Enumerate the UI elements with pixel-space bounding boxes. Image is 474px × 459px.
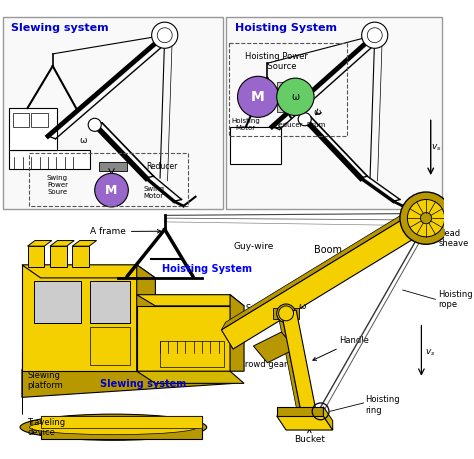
Text: ω: ω xyxy=(80,136,87,145)
Text: A frame: A frame xyxy=(90,227,161,236)
Polygon shape xyxy=(27,241,52,246)
Polygon shape xyxy=(50,241,74,246)
Circle shape xyxy=(152,22,178,48)
Polygon shape xyxy=(277,82,303,112)
Circle shape xyxy=(95,174,128,207)
Polygon shape xyxy=(137,371,244,383)
Polygon shape xyxy=(226,17,442,209)
Circle shape xyxy=(157,28,172,43)
Circle shape xyxy=(277,78,314,116)
Text: $v_s$: $v_s$ xyxy=(431,143,442,153)
Text: Handle: Handle xyxy=(313,336,369,360)
Ellipse shape xyxy=(20,414,207,440)
Text: Hoisting
Motor: Hoisting Motor xyxy=(231,118,260,131)
Text: Slewing
platform: Slewing platform xyxy=(27,371,63,390)
Circle shape xyxy=(420,213,432,224)
Polygon shape xyxy=(254,332,295,363)
Polygon shape xyxy=(137,265,155,371)
Polygon shape xyxy=(50,246,67,267)
Polygon shape xyxy=(230,295,244,371)
Polygon shape xyxy=(9,150,90,169)
Text: Hoisting System: Hoisting System xyxy=(235,23,337,33)
Text: Crowd gear: Crowd gear xyxy=(239,354,288,369)
Polygon shape xyxy=(160,341,224,368)
Circle shape xyxy=(367,28,382,43)
Text: Reducer: Reducer xyxy=(274,122,303,128)
Ellipse shape xyxy=(29,420,197,435)
Text: Traveling
device: Traveling device xyxy=(27,418,65,437)
Polygon shape xyxy=(277,416,333,430)
Circle shape xyxy=(279,306,293,321)
Polygon shape xyxy=(22,265,137,371)
Polygon shape xyxy=(221,201,424,330)
Text: Saddle: Saddle xyxy=(246,304,282,314)
Polygon shape xyxy=(3,17,223,209)
Circle shape xyxy=(88,118,101,131)
Text: Drum: Drum xyxy=(306,122,326,128)
Polygon shape xyxy=(9,108,57,150)
Polygon shape xyxy=(90,327,130,365)
Text: ω: ω xyxy=(313,108,320,117)
Polygon shape xyxy=(22,351,221,369)
Polygon shape xyxy=(34,281,81,323)
Text: Slewing system: Slewing system xyxy=(11,23,109,33)
Polygon shape xyxy=(27,246,45,267)
Text: Swing
Power
Soure: Swing Power Soure xyxy=(47,174,68,195)
Polygon shape xyxy=(282,310,317,417)
Polygon shape xyxy=(277,407,323,416)
Polygon shape xyxy=(278,313,302,418)
Circle shape xyxy=(407,200,445,237)
Text: Guy-wire: Guy-wire xyxy=(233,241,273,251)
Text: Hoisting
rope: Hoisting rope xyxy=(438,290,473,309)
Polygon shape xyxy=(41,416,202,439)
Text: Hoisting System: Hoisting System xyxy=(162,263,252,274)
Text: ω: ω xyxy=(298,302,306,311)
Polygon shape xyxy=(22,265,155,278)
Text: Bucket: Bucket xyxy=(294,429,325,444)
Circle shape xyxy=(298,112,311,126)
Text: M: M xyxy=(105,184,118,196)
Text: $v_s$: $v_s$ xyxy=(426,347,436,358)
Circle shape xyxy=(362,22,388,48)
Polygon shape xyxy=(100,162,128,171)
Text: Slewing system: Slewing system xyxy=(100,379,186,389)
Polygon shape xyxy=(31,112,48,127)
Text: Hoisting
ring: Hoisting ring xyxy=(365,395,400,414)
Circle shape xyxy=(400,192,452,244)
Polygon shape xyxy=(137,295,244,306)
Text: Hoisting Power
    Source: Hoisting Power Source xyxy=(245,52,308,71)
Polygon shape xyxy=(90,281,130,323)
Text: Boom: Boom xyxy=(314,245,344,269)
Text: ω: ω xyxy=(292,92,300,102)
Circle shape xyxy=(277,304,295,323)
Polygon shape xyxy=(323,407,333,430)
Polygon shape xyxy=(137,306,230,371)
Polygon shape xyxy=(221,208,432,349)
Polygon shape xyxy=(273,308,299,319)
Polygon shape xyxy=(13,112,29,127)
Text: M: M xyxy=(251,90,265,104)
Polygon shape xyxy=(73,241,97,246)
Text: Head
sheave: Head sheave xyxy=(429,222,469,248)
Polygon shape xyxy=(41,416,202,428)
Circle shape xyxy=(237,76,279,118)
Polygon shape xyxy=(230,127,282,164)
Polygon shape xyxy=(73,246,89,267)
Text: Reducer: Reducer xyxy=(146,162,177,171)
Polygon shape xyxy=(22,369,235,397)
Text: Swing
Motor: Swing Motor xyxy=(143,185,164,199)
